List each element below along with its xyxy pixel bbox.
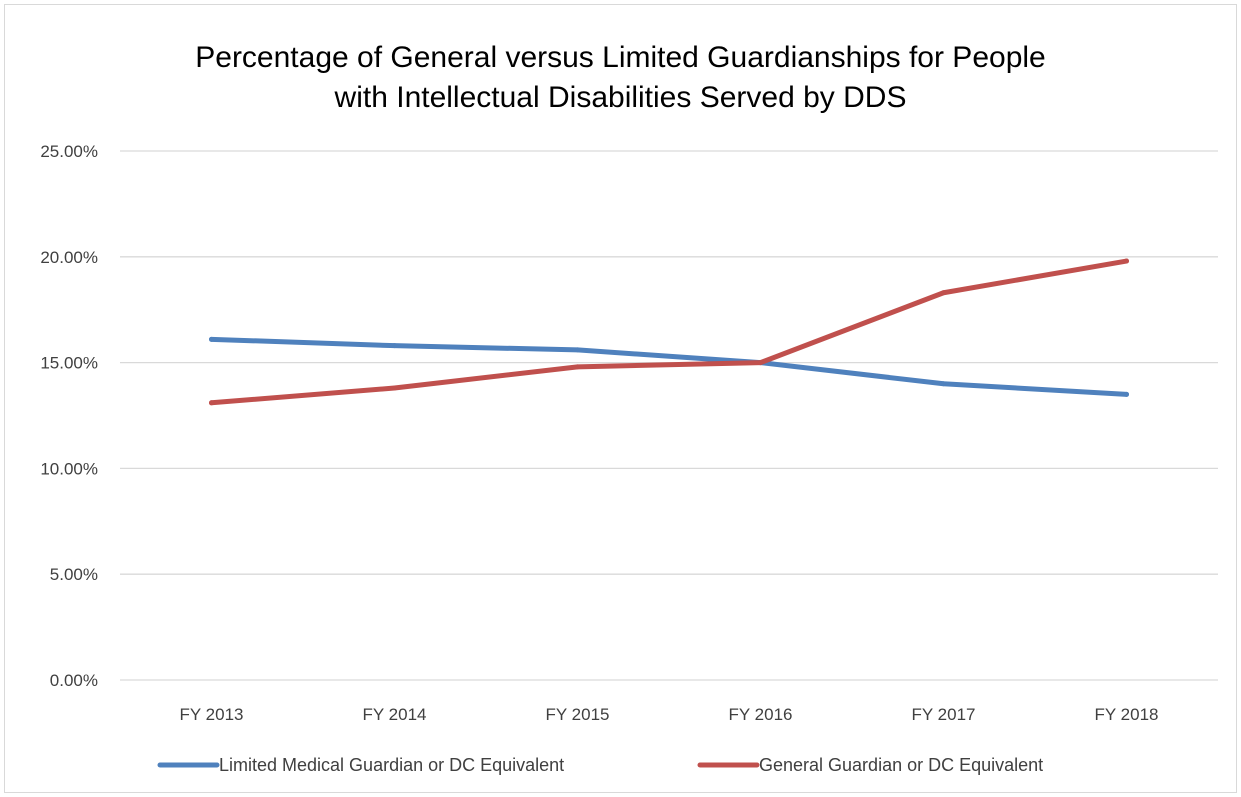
series-2-point	[1124, 258, 1129, 264]
x-tick-label: FY 2013	[180, 705, 244, 724]
series-2-point	[392, 385, 397, 391]
series-1-point	[392, 343, 397, 349]
y-tick-label: 20.00%	[40, 248, 98, 267]
x-axis-ticks: FY 2013 FY 2014 FY 2015 FY 2016 FY 2017 FY 20…	[180, 705, 1159, 724]
series-2-point	[209, 400, 214, 406]
series-1-point	[1124, 391, 1129, 397]
series-2-point	[941, 290, 946, 296]
x-tick-label: FY 2015	[546, 705, 610, 724]
legend: Limited Medical Guardian or DC Equivalen…	[157, 755, 1043, 775]
series-2-point	[575, 364, 580, 370]
chart-title-line-1: Percentage of General versus Limited Gua…	[195, 41, 1046, 74]
chart-frame	[4, 4, 1237, 793]
series-line-1	[209, 336, 1129, 397]
x-tick-label: FY 2014	[363, 705, 427, 724]
y-axis-ticks: 25.00% 20.00% 15.00% 10.00% 5.00% 0.00%	[40, 142, 98, 690]
chart-title-line-2: with Intellectual Disabilities Served by…	[334, 81, 907, 114]
x-tick-label: FY 2016	[729, 705, 793, 724]
y-tick-label: 25.00%	[40, 142, 98, 161]
series-1-point	[209, 336, 214, 342]
legend-label: Limited Medical Guardian or DC Equivalen…	[219, 755, 564, 775]
y-tick-label: 10.00%	[40, 459, 98, 478]
series-line-2	[209, 258, 1129, 406]
y-tick-label: 0.00%	[50, 671, 98, 690]
y-tick-label: 15.00%	[40, 354, 98, 373]
x-tick-label: FY 2017	[912, 705, 976, 724]
chart-title: Percentage of General versus Limited Gua…	[0, 38, 1241, 118]
series-2-point	[758, 360, 763, 366]
legend-label: General Guardian or DC Equivalent	[759, 755, 1043, 775]
series-lines	[209, 258, 1129, 406]
series-1-point	[575, 347, 580, 353]
y-tick-label: 5.00%	[50, 565, 98, 584]
series-1-point	[941, 381, 946, 387]
gridlines	[120, 150, 1218, 681]
x-tick-label: FY 2018	[1095, 705, 1159, 724]
